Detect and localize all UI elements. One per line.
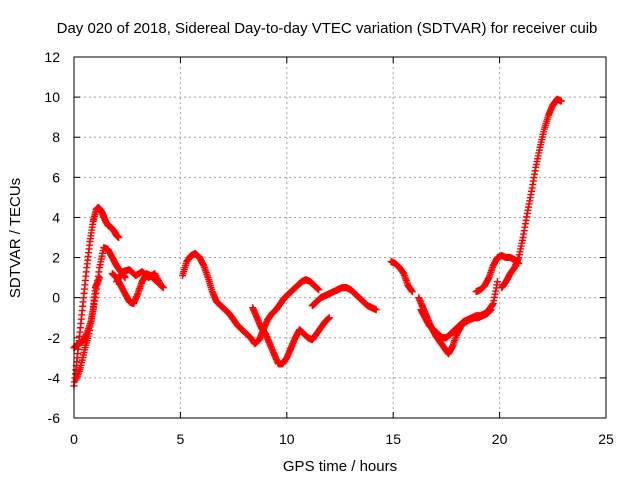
data-point [408, 288, 416, 296]
y-axis-title: SDTVAR / TECUs [7, 178, 24, 298]
data-point [325, 314, 333, 322]
x-tick-label: 20 [492, 431, 508, 447]
x-tick-label: 0 [70, 431, 78, 447]
x-axis-title: GPS time / hours [283, 458, 397, 475]
y-tick-label: 2 [52, 250, 60, 266]
data-point [372, 306, 380, 314]
y-tick-label: 10 [44, 89, 60, 105]
data-point [157, 282, 165, 290]
y-tick-label: 0 [52, 290, 60, 306]
y-tick-label: -4 [48, 370, 61, 386]
y-tick-label: 6 [52, 169, 60, 185]
chart-title: Day 020 of 2018, Sidereal Day-to-day VTE… [57, 20, 598, 37]
x-tick-label: 5 [177, 431, 185, 447]
x-tick-labels: 0 5 10 15 20 25 [70, 431, 614, 447]
data-point [115, 234, 123, 241]
y-tick-labels: -6 -4 -2 0 2 4 6 8 10 12 [44, 49, 60, 426]
y-tick-label: -2 [48, 330, 61, 346]
data-point [493, 278, 501, 286]
data-points [70, 95, 565, 390]
y-tick-label: 12 [44, 49, 60, 65]
data-point [315, 286, 323, 294]
y-tick-label: 8 [52, 129, 60, 145]
y-tick-label: 4 [52, 209, 60, 225]
y-tick-label: -6 [48, 410, 61, 426]
data-point [557, 97, 565, 105]
x-tick-label: 10 [279, 431, 295, 447]
plot-frame [73, 56, 607, 419]
x-tick-label: 25 [598, 431, 614, 447]
gridlines [74, 57, 606, 418]
data-point [96, 274, 104, 282]
x-tick-label: 15 [385, 431, 401, 447]
